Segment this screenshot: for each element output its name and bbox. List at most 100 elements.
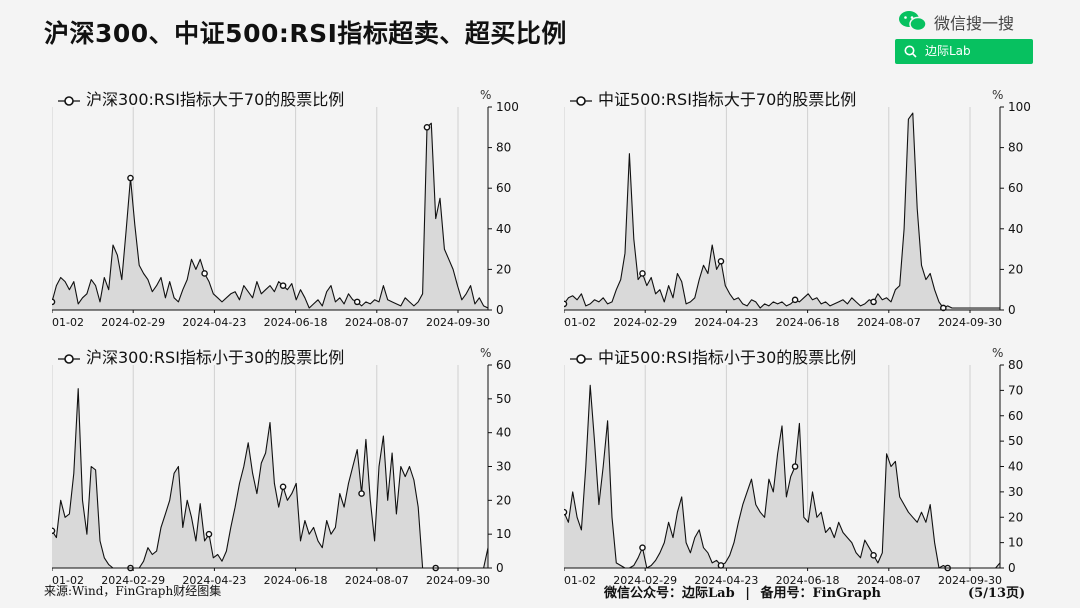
series-line [52, 122, 489, 309]
series-marker [201, 270, 208, 277]
y-tick-label: 20 [496, 262, 511, 276]
y-tick-label: 40 [496, 222, 511, 236]
series-marker [353, 298, 361, 306]
y-tick-label: 40 [496, 426, 511, 440]
y-unit-label: % [480, 88, 492, 102]
x-tick-label: 2024-02-29 [613, 316, 677, 329]
series-marker [279, 483, 287, 491]
footer-backup: 备用号：FinGraph [760, 586, 881, 601]
footer-wechat: 微信公众号：边际Lab [604, 586, 735, 601]
chart-title: 沪深300:RSI指标小于30的股票比例 [58, 344, 344, 368]
series-marker [940, 304, 947, 312]
y-tick-label: 20 [1008, 510, 1023, 524]
x-tick-label: 2024-06-18 [264, 316, 328, 329]
wechat-icon [899, 11, 927, 32]
series-area [52, 388, 488, 568]
y-tick-label: 0 [496, 303, 504, 317]
y-tick-label: 40 [1008, 222, 1023, 236]
series-marker [564, 300, 568, 308]
y-tick-label: 30 [1008, 485, 1023, 499]
y-tick-label: 60 [496, 358, 511, 372]
series-area [564, 113, 1000, 310]
x-tick-label: 2024-09-30 [938, 574, 1002, 587]
chart-title: 中证500:RSI指标大于70的股票比例 [570, 86, 856, 110]
chart-title-text: 沪深300:RSI指标大于70的股票比例 [86, 90, 345, 109]
y-tick-label: 10 [1008, 536, 1023, 550]
search-icon [904, 45, 917, 58]
footer-account: 微信公众号：边际Lab | 备用号：FinGraph [604, 582, 887, 601]
y-tick-label: 80 [1008, 358, 1023, 372]
search-button[interactable]: 边际Lab [895, 39, 1033, 64]
chart-title-text: 中证500:RSI指标小于30的股票比例 [598, 348, 857, 367]
y-tick-label: 0 [1008, 303, 1016, 317]
x-tick-label: 2024-08-07 [857, 316, 921, 329]
chart-panel: 沪深300:RSI指标小于30的股票比例% 0 10 20 30 40 50 60 2024-0… [52, 346, 538, 590]
series-marker [205, 530, 213, 538]
y-tick-label: 60 [496, 181, 511, 195]
y-tick-label: 30 [496, 460, 511, 474]
chart-panel: 沪深300:RSI指标大于70的股票比例% 0 20 40 60 80 100 2024-01… [52, 88, 538, 332]
series-marker [791, 463, 799, 470]
chart-title: 沪深300:RSI指标大于70的股票比例 [58, 86, 344, 110]
x-tick-label: 2024-01-02 [564, 316, 596, 329]
x-tick-label: 2024-01-02 [564, 574, 596, 587]
series-line [564, 112, 1000, 309]
page-number: (5/13页) [968, 586, 1026, 601]
y-tick-label: 60 [1008, 409, 1023, 423]
y-tick-label: 40 [1008, 460, 1023, 474]
brand-text: 微信搜一搜 [934, 14, 1015, 33]
x-tick-label: 2024-04-23 [694, 574, 758, 587]
legend-marker-icon [58, 95, 80, 106]
x-tick-label: 2024-06-18 [264, 574, 328, 587]
x-tick-label: 2024-02-29 [101, 316, 165, 329]
series-marker [279, 282, 287, 289]
series-marker [870, 298, 877, 306]
series-marker [791, 296, 799, 304]
series-marker [717, 562, 725, 569]
x-tick-label: 2024-08-07 [857, 574, 921, 587]
series-marker [127, 174, 134, 182]
legend-marker-icon [570, 353, 592, 364]
page-title: 沪深300、中证500:RSI指标超卖、超买比例 [44, 19, 567, 48]
series-marker [358, 490, 365, 497]
x-tick-label: 2024-06-18 [776, 316, 840, 329]
footer-source: 来源:Wind，FinGraph财经图集 [44, 584, 222, 598]
series-marker [52, 527, 56, 535]
legend-marker-icon [570, 95, 592, 106]
x-tick-label: 2024-02-29 [613, 574, 677, 587]
x-tick-label: 2024-04-23 [694, 316, 758, 329]
y-unit-label: % [992, 346, 1004, 360]
chart-svg: 0 10 20 30 40 50 60 2024-01-02 2024-02-29 2024-04… [52, 358, 511, 587]
y-unit-label: % [992, 88, 1004, 102]
series-area [564, 385, 1000, 568]
chart-title: 中证500:RSI指标小于30的股票比例 [570, 344, 856, 368]
chart-title-text: 沪深300:RSI指标小于30的股票比例 [86, 348, 345, 367]
y-tick-label: 50 [1008, 434, 1023, 448]
y-tick-label: 20 [1008, 262, 1023, 276]
x-tick-label: 2024-06-18 [776, 574, 840, 587]
chart-panel: 中证500:RSI指标大于70的股票比例% 0 20 40 60 80 100 2024-01… [564, 88, 1050, 332]
series-line [564, 384, 1001, 569]
series-marker [52, 298, 56, 306]
x-tick-label: 2024-04-23 [182, 316, 246, 329]
search-label: 边际Lab [925, 44, 971, 58]
y-tick-label: 60 [1008, 181, 1023, 195]
footer-divider: | [745, 586, 750, 601]
x-tick-label: 2024-02-29 [101, 574, 165, 587]
series-marker [423, 123, 431, 131]
x-tick-label: 2024-01-02 [52, 316, 84, 329]
y-tick-label: 100 [1008, 100, 1031, 114]
chart-svg: 0 20 40 60 80 100 2024-01-02 2024-02-29 2024-04-… [564, 100, 1031, 329]
x-tick-label: 2024-09-30 [426, 574, 490, 587]
y-unit-label: % [480, 346, 492, 360]
series-marker [639, 270, 646, 277]
chart-panel: 中证500:RSI指标小于30的股票比例% 0 10 20 30 40 50 60 70 80 20… [564, 346, 1050, 590]
x-tick-label: 2024-08-07 [345, 574, 409, 587]
y-tick-label: 80 [1008, 141, 1023, 155]
y-tick-label: 80 [496, 141, 511, 155]
series-marker [564, 508, 568, 516]
brand: 微信搜一搜 [898, 8, 1034, 33]
y-tick-label: 10 [496, 527, 511, 541]
x-tick-label: 2024-01-02 [52, 574, 84, 587]
y-tick-label: 20 [496, 493, 511, 507]
